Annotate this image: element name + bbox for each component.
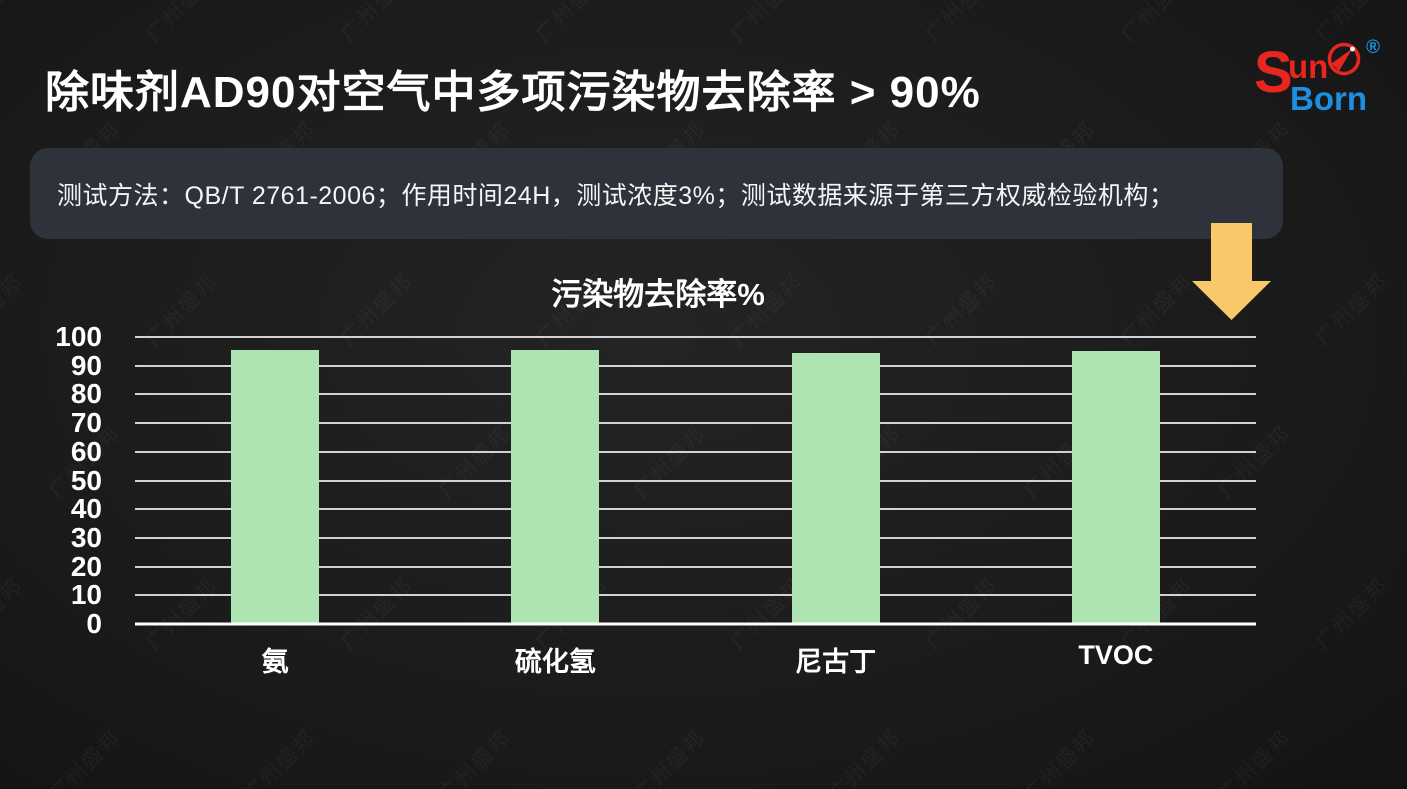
y-tick-label-20: 20 <box>70 550 102 582</box>
gridline-60 <box>135 450 1256 453</box>
logo-letter-s: S <box>1254 40 1293 105</box>
watermark-text: 广州盛邦 <box>726 0 808 47</box>
y-tick-label-90: 90 <box>70 349 102 381</box>
gridline-70 <box>135 422 1256 425</box>
y-tick-label-100: 100 <box>55 321 102 352</box>
logo-letters-born: Born <box>1290 80 1367 117</box>
watermark-text: 广州盛邦 <box>824 725 906 789</box>
y-tick-label-80: 80 <box>70 378 102 410</box>
sun-lens-icon <box>1327 42 1361 76</box>
watermark-text: 广州盛邦 <box>141 0 223 47</box>
y-tick-label-0: 0 <box>86 608 102 639</box>
test-method-note-box: 测试方法：QB/T 2761-2006；作用时间24H，测试浓度3%；测试数据来… <box>30 148 1283 239</box>
x-axis-labels: 氨 硫化氢 尼古丁 TVOC <box>135 640 1256 682</box>
watermark-text: 广州盛邦 <box>531 0 613 47</box>
y-tick-label-10: 10 <box>70 579 102 611</box>
gridline-40 <box>135 508 1256 511</box>
gridline-30 <box>135 536 1256 539</box>
bar-TVOC <box>1071 350 1160 624</box>
gridline-50 <box>135 479 1256 482</box>
watermark-text: 广州盛邦 <box>629 725 711 789</box>
y-tick-label-40: 40 <box>70 493 102 525</box>
watermark-text: 广州盛邦 <box>1311 573 1393 655</box>
x-axis-line <box>135 622 1256 626</box>
sunborn-logo: S un ® Born <box>1252 38 1402 122</box>
gridline-80 <box>135 393 1256 396</box>
registered-trademark-icon: ® <box>1366 37 1380 58</box>
gridline-90 <box>135 364 1256 367</box>
page-title: 除味剂AD90对空气中多项污染物去除率 > 90% <box>45 68 981 117</box>
watermark-text: 广州盛邦 <box>1116 0 1198 47</box>
down-arrow-icon <box>1192 223 1271 320</box>
gridline-20 <box>135 565 1256 568</box>
logo-letters-un: un <box>1288 48 1329 85</box>
watermark-text: 广州盛邦 <box>921 0 1003 47</box>
watermark-text: 广州盛邦 <box>44 725 126 789</box>
y-tick-label-70: 70 <box>70 407 102 439</box>
bar-硫化氢 <box>511 349 600 624</box>
watermark-text: 广州盛邦 <box>1214 725 1296 789</box>
watermark-text: 广州盛邦 <box>0 0 28 47</box>
gridline-10 <box>135 594 1256 597</box>
x-tick-label-TVOC: TVOC <box>1078 640 1154 670</box>
watermark-text: 广州盛邦 <box>434 725 516 789</box>
y-tick-label-60: 60 <box>70 435 102 467</box>
bar-氨 <box>231 349 320 624</box>
y-tick-label-30: 30 <box>70 521 102 553</box>
y-axis: 0 10 20 30 40 50 60 70 80 90 100 <box>0 323 118 638</box>
bar-尼古丁 <box>791 353 880 624</box>
x-tick-label-氨: 氨 <box>261 647 289 677</box>
chart-title: 污染物去除率% <box>551 277 765 312</box>
watermark-text: 广州盛邦 <box>1019 725 1101 789</box>
gridline-100 <box>135 336 1256 338</box>
chart-plot-area <box>135 336 1256 626</box>
y-tick-label-50: 50 <box>70 464 102 496</box>
x-tick-label-尼古丁: 尼古丁 <box>795 647 877 677</box>
x-tick-label-硫化氢: 硫化氢 <box>514 647 596 677</box>
watermark-text: 广州盛邦 <box>239 725 321 789</box>
watermark-text: 广州盛邦 <box>1311 269 1393 351</box>
watermark-text: 广州盛邦 <box>336 0 418 47</box>
test-method-note-text: 测试方法：QB/T 2761-2006；作用时间24H，测试浓度3%；测试数据来… <box>57 181 1175 210</box>
